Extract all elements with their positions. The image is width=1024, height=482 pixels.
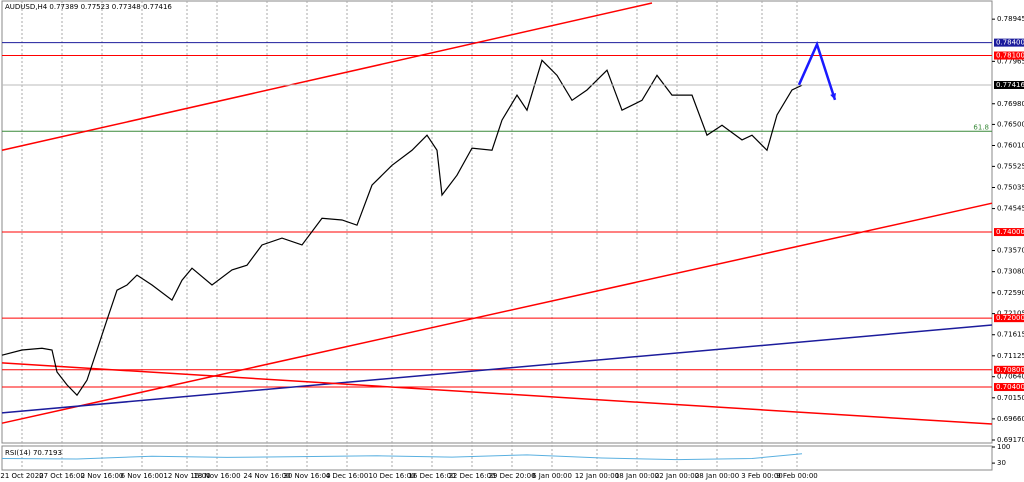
level-tag (994, 228, 1024, 237)
y-tick-label: 0.77965 (997, 57, 1024, 65)
y-tick-label: 0.75525 (997, 162, 1024, 170)
x-tick-label: 2 Nov 16:00 (81, 472, 124, 480)
x-tick-label: 18 Jan 00:00 (615, 472, 659, 480)
y-tick-label: 0.70640 (997, 373, 1024, 381)
current-price-label: 0.77416 (996, 81, 1024, 89)
y-tick-label: 0.78945 (997, 15, 1024, 23)
x-tick-label: 6 Nov 16:00 (121, 472, 164, 480)
price-line (1, 59, 803, 397)
level-label: 0.78400 (996, 39, 1024, 47)
y-tick-label: 0.70150 (997, 394, 1024, 402)
x-tick-label: 9 Feb 00:00 (776, 472, 817, 480)
level-tag (994, 51, 1024, 60)
trendline (1, 362, 993, 425)
x-tick-label: 22 Jan 00:00 (655, 472, 699, 480)
y-tick-label: 0.71615 (997, 331, 1024, 339)
rsi-title: RSI(14) 70.7193 (5, 449, 62, 457)
x-tick-label: 24 Nov 16:00 (243, 472, 290, 480)
y-tick-label: 0.72105 (997, 310, 1024, 318)
x-tick-label: 12 Nov 16:00 (163, 472, 210, 480)
x-tick-label: 10 Dec 16:00 (368, 472, 415, 480)
y-tick-label: 0.76500 (997, 120, 1024, 128)
rsi-line (1, 453, 803, 461)
y-tick-label: 0.76010 (997, 142, 1024, 150)
fib-label: 61.8 (973, 123, 989, 131)
level-tag (994, 383, 1024, 392)
trendline (1, 202, 993, 424)
level-tag (994, 314, 1024, 323)
rsi-tick-label: 100 (997, 443, 1010, 451)
x-tick-label: 28 Jan 00:00 (695, 472, 739, 480)
y-tick-label: 0.69170 (997, 436, 1024, 444)
level-label: 0.74000 (996, 228, 1024, 236)
level-label: 0.72000 (996, 314, 1024, 322)
x-tick-label: 16 Dec 16:00 (408, 472, 455, 480)
x-tick-label: 21 Oct 2020 (0, 472, 43, 480)
arrow-head (830, 92, 836, 100)
x-tick-label: 4 Dec 16:00 (326, 472, 369, 480)
y-tick-label: 0.73570 (997, 247, 1024, 255)
y-tick-label: 0.76980 (997, 100, 1024, 108)
x-tick-label: 30 Nov 16:00 (283, 472, 330, 480)
level-label: 0.78100 (996, 52, 1024, 60)
y-tick-label: 0.73080 (997, 268, 1024, 276)
chart-title: AUDUSD,H4 0.77389 0.77523 0.77348 0.7741… (5, 3, 172, 11)
x-tick-label: 18 Nov 16:00 (193, 472, 240, 480)
projection-arrow (797, 40, 837, 101)
y-tick-label: 0.75035 (997, 183, 1024, 191)
x-tick-label: 27 Oct 16:00 (39, 472, 85, 480)
rsi-tick-label: 30 (997, 459, 1006, 467)
y-tick-label: 0.74545 (997, 205, 1024, 213)
y-tick-label: 0.71125 (997, 352, 1024, 360)
rsi-panel (1, 445, 993, 471)
trendline (1, 2, 653, 151)
level-tag (994, 38, 1024, 47)
level-label: 0.70800 (996, 366, 1024, 374)
current-price-tag (994, 80, 1024, 89)
y-tick-label: 0.69660 (997, 415, 1024, 423)
x-tick-label: 6 Jan 00:00 (532, 472, 572, 480)
x-tick-label: 29 Dec 20:00 (488, 472, 535, 480)
x-tick-label: 12 Jan 00:00 (575, 472, 619, 480)
level-label: 0.70400 (996, 383, 1024, 391)
y-tick-label: 0.72590 (997, 289, 1024, 297)
x-tick-label: 22 Dec 16:00 (448, 472, 495, 480)
level-tag (994, 365, 1024, 374)
x-tick-label: 3 Feb 00:00 (741, 472, 782, 480)
trendline (1, 324, 993, 414)
main-panel (1, 0, 993, 444)
